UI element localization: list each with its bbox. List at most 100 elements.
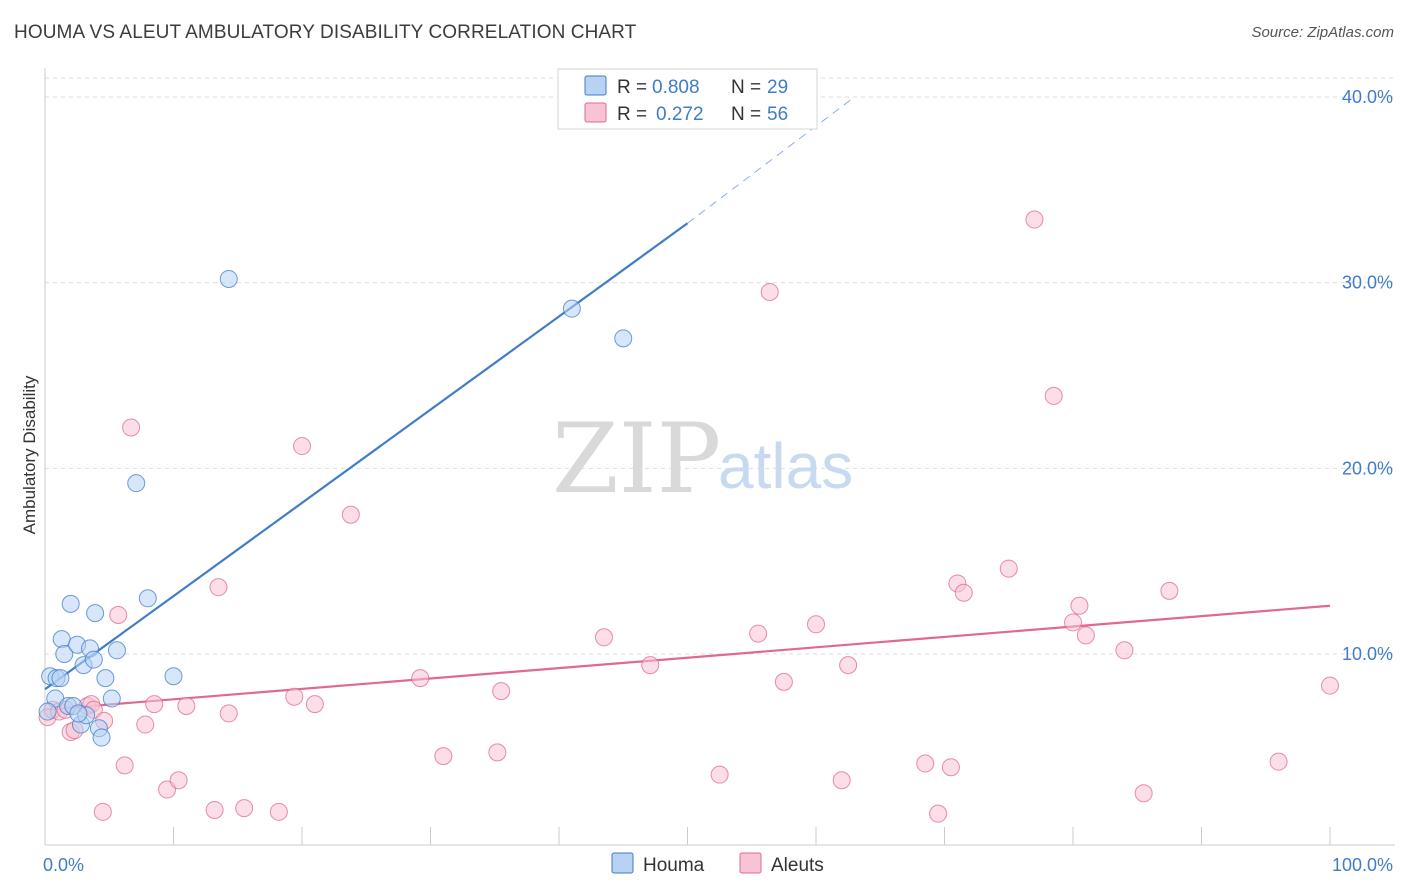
houma-point	[164, 667, 183, 686]
aleuts-point	[209, 578, 228, 597]
aleuts-trend-line	[44, 604, 1331, 711]
aleuts-point	[641, 656, 660, 675]
aleuts-point	[1044, 386, 1063, 405]
aleuts-point	[929, 804, 948, 823]
houma-series-label: Houma	[643, 855, 705, 876]
aleuts-point	[1321, 676, 1339, 695]
houma-point	[38, 702, 57, 721]
aleuts-point	[760, 282, 779, 301]
aleuts-point	[122, 418, 141, 437]
aleuts-point	[411, 669, 430, 688]
aleuts-point	[492, 682, 511, 701]
aleuts-point	[916, 754, 935, 773]
aleuts-point	[109, 606, 128, 625]
y-tick-label: 20.0%	[1342, 458, 1393, 478]
aleuts-series-label: Aleuts	[771, 855, 824, 876]
y-tick-label: 30.0%	[1342, 273, 1393, 293]
watermark-atlas: atlas	[718, 430, 853, 502]
aleuts-point	[177, 696, 196, 715]
houma-legend-swatch	[584, 75, 607, 96]
houma-r-value: 0.808	[652, 77, 700, 98]
houma-trend-extension	[687, 96, 855, 224]
houma-point	[52, 630, 71, 649]
aleuts-point	[285, 687, 304, 706]
aleuts-point	[269, 802, 288, 821]
x-tick-labels: 0.0% 100.0%	[43, 855, 1393, 875]
stats-legend: R = 0.808 N = 29 R = 0.272 N = 56	[557, 68, 818, 130]
aleuts-point	[1134, 784, 1153, 803]
aleuts-point	[205, 800, 224, 819]
watermark: ZIP atlas	[552, 403, 853, 515]
aleuts-point	[235, 799, 254, 818]
aleuts-point	[1269, 752, 1288, 771]
series-legend: Houma Aleuts	[611, 852, 824, 876]
aleuts-point	[93, 802, 112, 821]
aleuts-point	[807, 615, 825, 634]
houma-series-swatch	[611, 852, 634, 874]
axes	[44, 68, 1395, 846]
houma-point	[51, 669, 70, 688]
houma-point	[86, 604, 105, 623]
grid-lines	[45, 77, 1395, 655]
aleuts-point	[1064, 613, 1082, 632]
y-tick-labels: 10.0% 20.0% 30.0% 40.0%	[1342, 87, 1393, 664]
source-credit: Source: ZipAtlas.com	[1251, 24, 1394, 41]
aleuts-point	[341, 505, 360, 524]
houma-point	[138, 589, 157, 608]
aleuts-point	[999, 559, 1018, 578]
watermark-zip: ZIP	[552, 403, 721, 515]
aleuts-point	[594, 628, 613, 647]
houma-n-label: N =	[731, 77, 761, 98]
houma-point	[562, 299, 581, 318]
y-tick-label: 40.0%	[1342, 87, 1393, 107]
aleuts-point	[293, 437, 311, 456]
aleuts-point	[832, 771, 851, 790]
chart-title: HOUMA VS ALEUT AMBULATORY DISABILITY COR…	[14, 22, 637, 43]
houma-point	[107, 641, 126, 660]
aleuts-n-label: N =	[731, 104, 761, 125]
aleuts-point	[1076, 626, 1095, 645]
houma-point	[96, 669, 115, 688]
houma-trend-line	[44, 222, 689, 691]
houma-point	[219, 269, 238, 288]
houma-point	[614, 329, 633, 348]
aleuts-point	[774, 672, 793, 691]
aleuts-point	[1070, 596, 1089, 615]
aleuts-r-value: 0.272	[656, 104, 704, 125]
aleuts-point	[710, 765, 729, 784]
aleuts-r-label: R =	[617, 104, 647, 125]
houma-n-value: 29	[767, 77, 788, 98]
aleuts-point	[136, 715, 155, 734]
aleuts-point	[954, 583, 973, 602]
y-axis-label: Ambulatory Disability	[20, 375, 39, 534]
houma-point	[61, 594, 80, 613]
aleuts-point	[488, 743, 507, 762]
houma-point	[84, 650, 103, 669]
x-tick-label-max: 100.0%	[1332, 855, 1393, 875]
data-points	[38, 210, 1339, 823]
houma-point	[55, 645, 74, 663]
aleuts-point	[1115, 641, 1134, 660]
aleuts-legend-swatch	[584, 102, 607, 123]
houma-point	[92, 728, 111, 747]
aleuts-point	[1160, 581, 1179, 600]
aleuts-point	[839, 656, 858, 675]
houma-point	[127, 474, 146, 493]
y-tick-label: 10.0%	[1342, 644, 1393, 664]
aleuts-point	[169, 771, 188, 790]
aleuts-point	[305, 695, 324, 714]
x-tick-label-min: 0.0%	[43, 855, 84, 875]
houma-r-label: R =	[617, 77, 647, 98]
aleuts-series-swatch	[739, 852, 762, 874]
houma-point	[69, 704, 88, 723]
trend-lines	[44, 96, 1331, 711]
aleuts-point	[434, 747, 453, 766]
aleuts-point	[145, 695, 164, 714]
aleuts-point	[749, 624, 768, 643]
aleuts-point	[219, 704, 238, 723]
houma-point	[102, 689, 121, 708]
aleuts-point	[941, 758, 960, 777]
aleuts-point	[1025, 210, 1044, 229]
aleuts-n-value: 56	[767, 104, 788, 125]
